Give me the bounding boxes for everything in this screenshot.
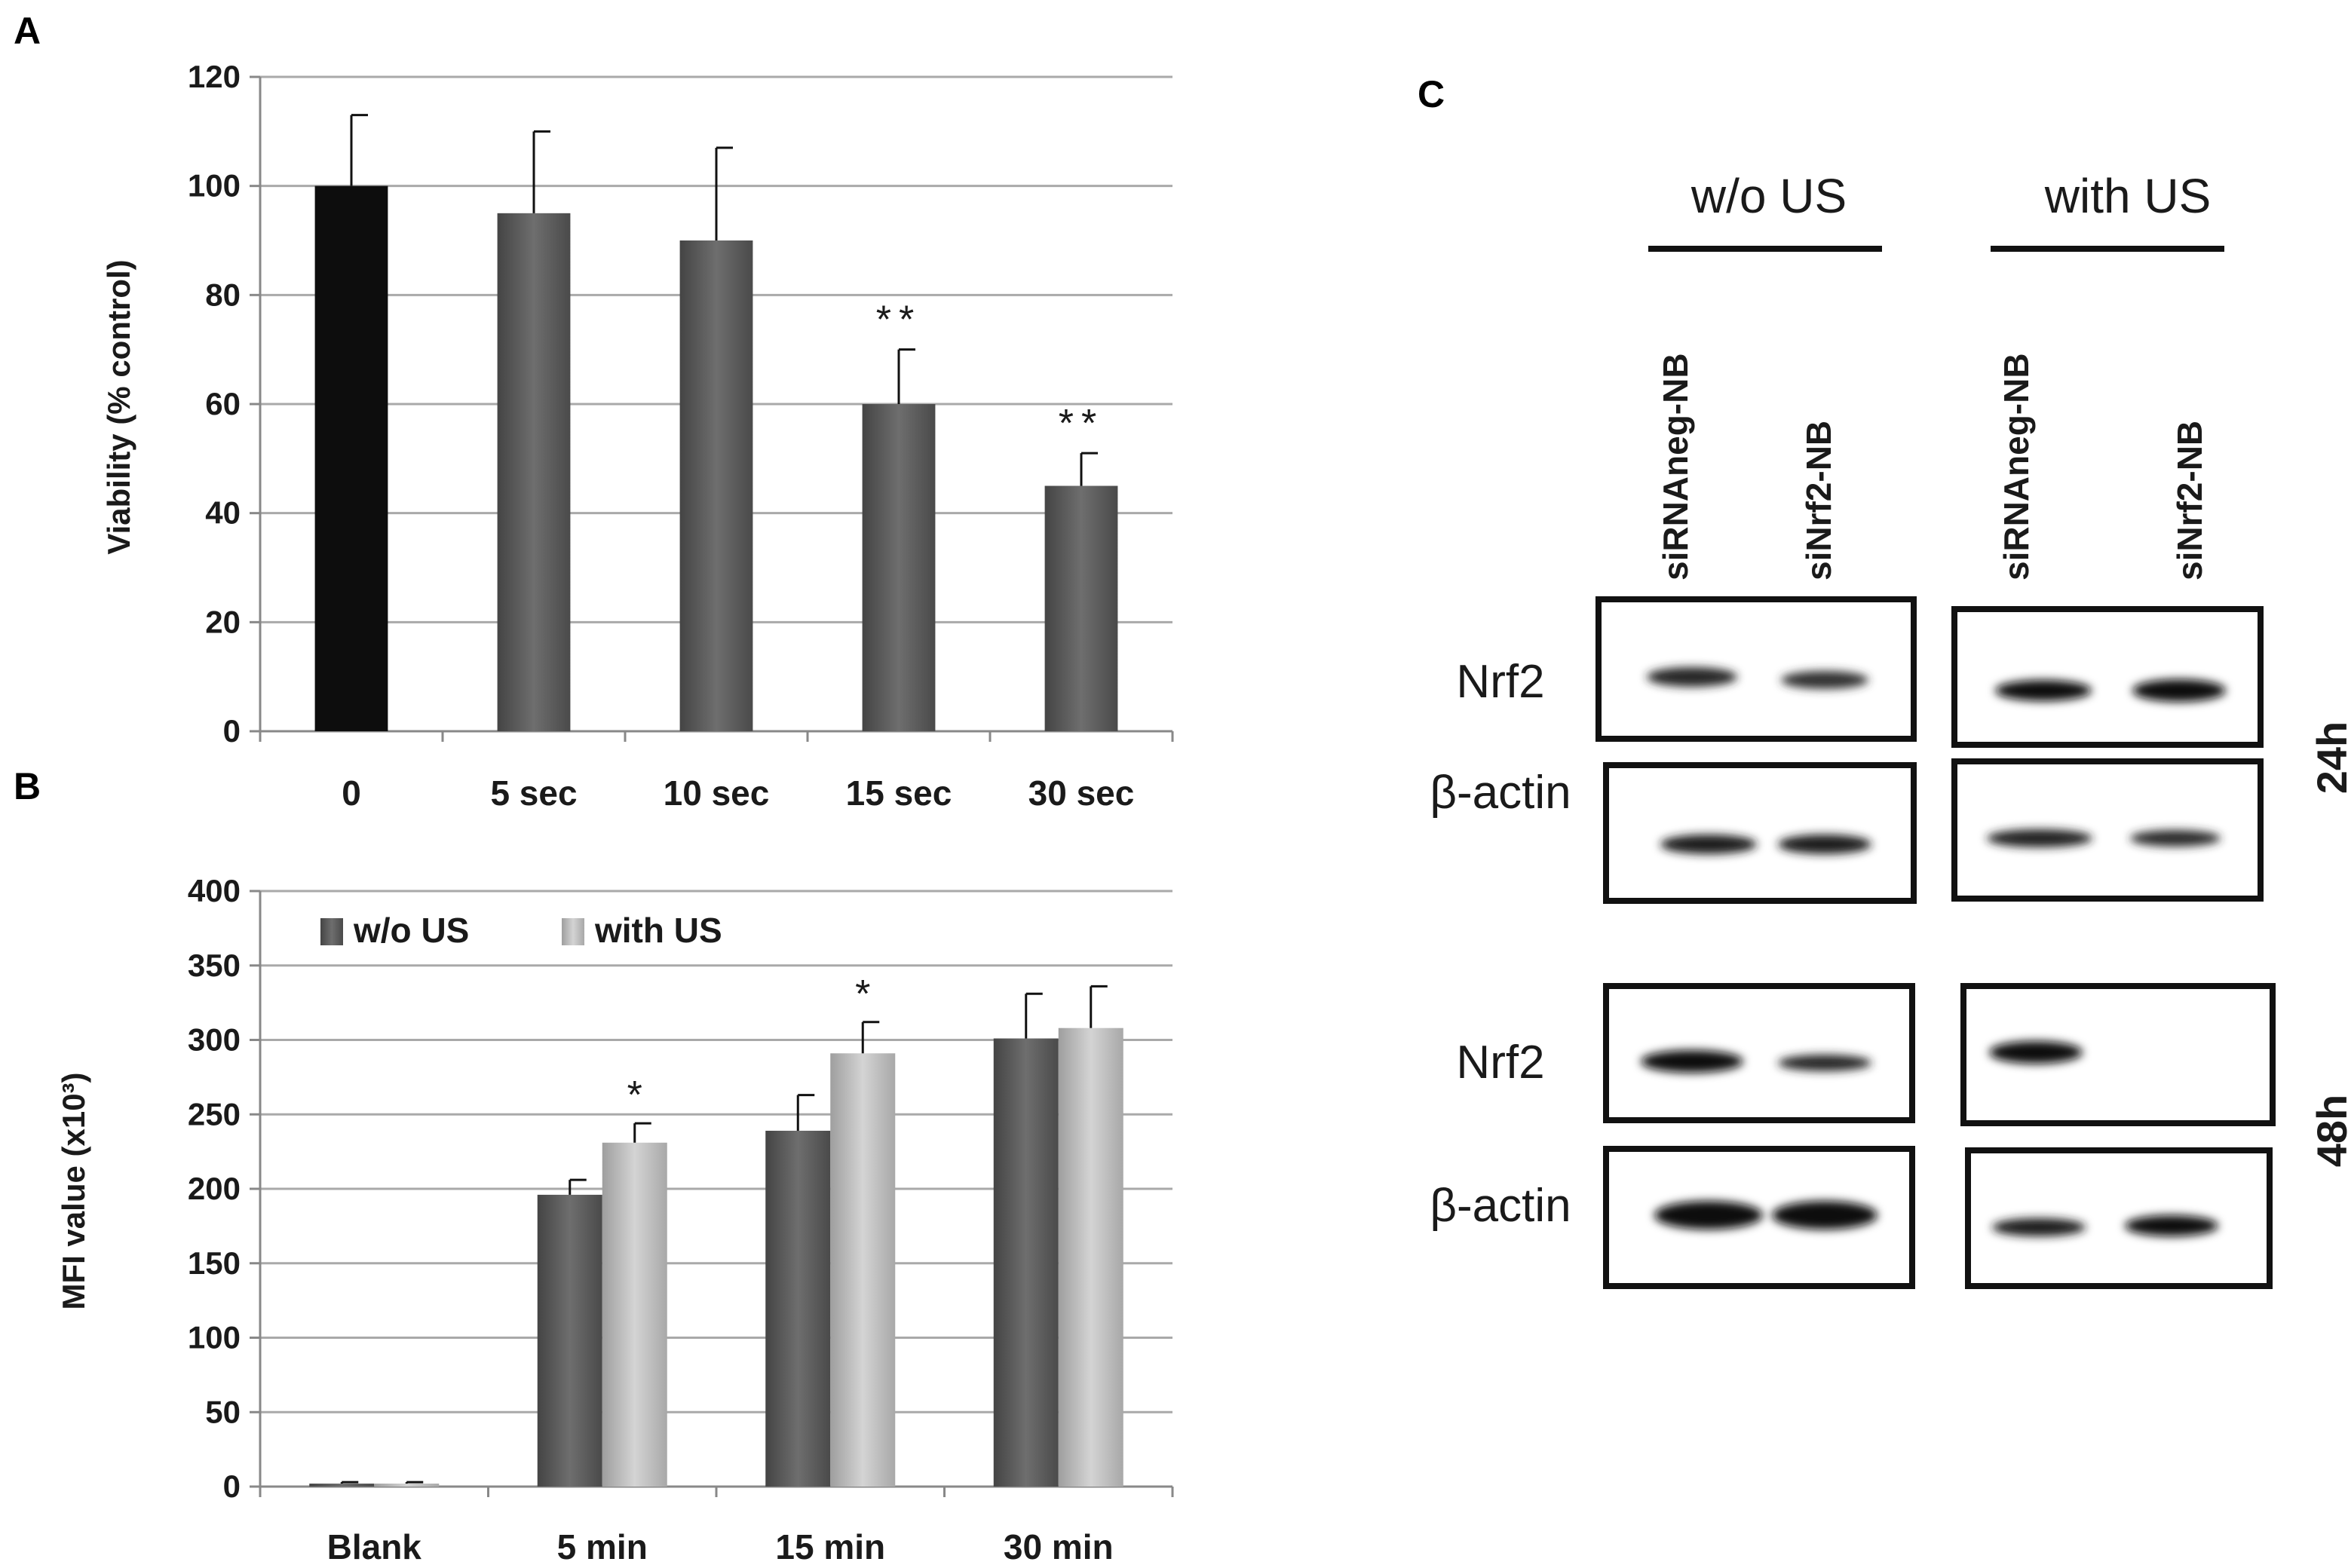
band-nrf2-48h-lane1: [1641, 1050, 1743, 1073]
row-label-nrf2-24h: Nrf2: [1456, 656, 1544, 708]
band-nrf2-48h-lane3: [1989, 1041, 2083, 1064]
bar-b-wo-us: [537, 1194, 602, 1487]
band-nrf2-24h-lane3: [1995, 680, 2092, 701]
condition-label-wo-us: w/o US: [1690, 169, 1847, 223]
legend-swatch-wo-us: [320, 918, 343, 945]
lane-label-1: siRNAneg-NB: [1656, 353, 1695, 580]
y-tick-label-b: 0: [223, 1468, 241, 1504]
x-category-label-b: 30 min: [1004, 1527, 1114, 1566]
band-actin-48h-lane4: [2125, 1215, 2218, 1236]
x-category-label-a: 0: [342, 773, 361, 813]
significance-marker-a: **: [1059, 402, 1104, 446]
bar-b-with-us: [374, 1484, 440, 1487]
band-nrf2-24h-lane1: [1647, 667, 1737, 687]
row-label-nrf2-48h: Nrf2: [1456, 1037, 1544, 1089]
x-category-label-a: 30 sec: [1028, 773, 1135, 813]
x-category-label-b: 15 min: [775, 1527, 885, 1566]
bar-a-5-sec: [497, 213, 571, 731]
y-tick-label-b: 200: [188, 1171, 241, 1206]
chart-b-ylabel: MFI value (x10³): [56, 1072, 91, 1309]
blot-actin-48h-with-us: [1965, 1147, 2273, 1289]
x-category-label-b: Blank: [327, 1527, 422, 1566]
y-tick-label-b: 150: [188, 1245, 241, 1281]
y-tick-label-b: 250: [188, 1096, 241, 1132]
time-label-48h: 48h: [2308, 1095, 2348, 1168]
significance-marker-a: **: [876, 299, 921, 342]
y-tick-label-a: 100: [188, 168, 241, 204]
y-tick-label-b: 100: [188, 1320, 241, 1355]
band-nrf2-48h-lane2: [1778, 1055, 1871, 1071]
blot-nrf2-24h-with-us: [1951, 606, 2264, 748]
lane-label-3: siRNAneg-NB: [1997, 353, 2036, 580]
y-tick-label-a: 80: [205, 277, 241, 312]
y-tick-label-a: 20: [205, 604, 241, 639]
band-actin-48h-lane1: [1654, 1201, 1763, 1230]
time-label-24h: 24h: [2308, 721, 2348, 795]
chart-b: MFI value (x10³) 0 50 100 150 200 250 300 350 40…: [56, 873, 1174, 1566]
y-tick-label-a: 0: [223, 713, 241, 749]
chart-a-ylabel: Viability (% control): [101, 259, 136, 554]
x-category-label-b: 5 min: [557, 1527, 648, 1566]
blot-actin-24h-with-us: [1951, 758, 2264, 902]
x-category-label-a: 5 sec: [490, 773, 577, 813]
band-actin-24h-lane2: [1778, 835, 1871, 854]
bar-b-wo-us: [309, 1484, 375, 1487]
x-category-label-a: 10 sec: [664, 773, 770, 813]
legend-label-wo-us: w/o US: [353, 911, 469, 950]
bar-b-with-us: [830, 1053, 896, 1487]
x-category-label-a: 15 sec: [846, 773, 952, 813]
legend-label-with-us: with US: [594, 911, 722, 950]
band-actin-48h-lane3: [1992, 1218, 2086, 1236]
lane-label-4: siNrf2-NB: [2170, 421, 2209, 580]
panel-a-label: A: [14, 10, 41, 52]
condition-label-with-us: with US: [2044, 169, 2212, 223]
significance-marker-b: *: [627, 1073, 642, 1117]
chart-a: Viability (% control) 0 20 40 60 80 100 120 0 5 …: [101, 59, 1174, 813]
blot-nrf2-48h-wo-us: [1603, 983, 1915, 1123]
blot-nrf2-24h-wo-us: [1595, 596, 1917, 742]
y-tick-label-a: 40: [205, 495, 241, 531]
significance-marker-b: *: [855, 972, 870, 1016]
row-label-actin-24h: β-actin: [1430, 767, 1571, 819]
bar-a-0: [314, 185, 388, 731]
blot-actin-24h-wo-us: [1603, 762, 1917, 904]
band-actin-24h-lane4: [2130, 830, 2221, 847]
legend-swatch-with-us: [562, 918, 584, 945]
band-nrf2-24h-lane2: [1781, 671, 1868, 689]
bar-a-10-sec: [679, 240, 753, 731]
y-tick-label-a: 120: [188, 59, 241, 94]
bar-b-with-us: [602, 1142, 667, 1487]
bar-b-wo-us: [993, 1038, 1059, 1487]
row-label-actin-48h: β-actin: [1430, 1180, 1571, 1232]
band-actin-24h-lane3: [1987, 829, 2092, 847]
y-tick-label-a: 60: [205, 386, 241, 421]
y-tick-label-b: 400: [188, 873, 241, 908]
bar-b-with-us: [1058, 1027, 1123, 1487]
y-tick-label-b: 50: [205, 1394, 241, 1429]
bar-b-wo-us: [765, 1130, 831, 1487]
band-nrf2-24h-lane4: [2132, 679, 2226, 702]
bar-a-15-sec: [862, 404, 936, 731]
panel-b-label: B: [14, 765, 41, 807]
bar-a-30-sec: [1044, 485, 1118, 731]
lane-label-2: siNrf2-NB: [1799, 421, 1838, 580]
band-actin-48h-lane2: [1772, 1201, 1877, 1230]
band-actin-24h-lane1: [1660, 835, 1757, 854]
western-blot-panel: w/o US with US siRNAneg-NB siNrf2-NB siR…: [1430, 169, 2348, 1289]
y-tick-label-b: 300: [188, 1022, 241, 1058]
y-tick-label-b: 350: [188, 948, 241, 983]
panel-c-label: C: [1418, 73, 1445, 115]
